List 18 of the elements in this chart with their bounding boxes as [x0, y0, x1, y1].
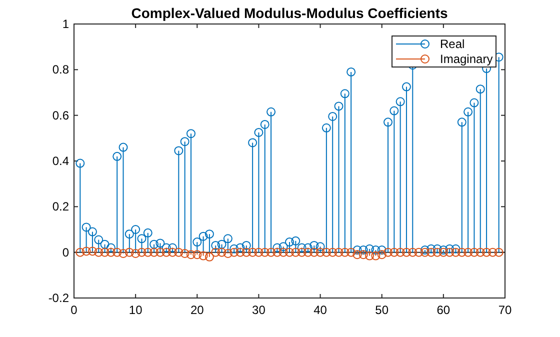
- x-tick-label: 60: [436, 303, 450, 317]
- x-tick-label: 70: [498, 303, 512, 317]
- x-tick-label: 20: [190, 303, 204, 317]
- x-tick-label: 10: [128, 303, 143, 317]
- y-tick-label: 1: [62, 17, 70, 31]
- y-tick-label: 0.8: [52, 62, 70, 77]
- y-tick-label: 0: [62, 245, 70, 260]
- x-tick-label: 30: [252, 303, 266, 317]
- x-tick-label: 0: [70, 303, 78, 317]
- x-tick-label: 40: [314, 303, 328, 317]
- x-tick-label: 50: [375, 303, 389, 317]
- y-tick-label: -0.2: [48, 291, 70, 305]
- legend-label: Imaginary: [440, 52, 493, 66]
- legend-label: Real: [440, 37, 465, 51]
- y-tick-label: 0.6: [52, 108, 70, 122]
- chart-title: Complex-Valued Modulus-Modulus Coefficients: [131, 5, 448, 21]
- y-tick-label: 0.2: [52, 200, 70, 214]
- y-tick-label: 0.4: [52, 154, 70, 168]
